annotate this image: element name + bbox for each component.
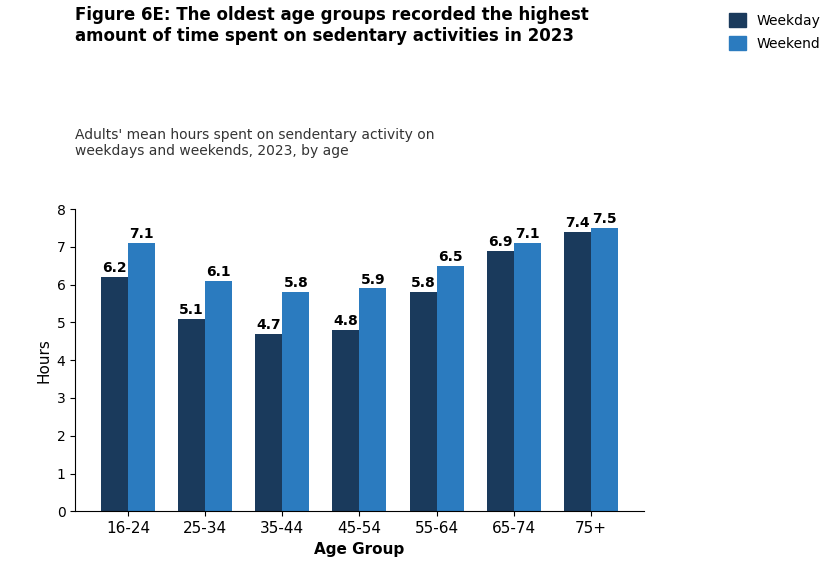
Y-axis label: Hours: Hours <box>36 338 51 383</box>
Bar <box>101 277 128 511</box>
Text: 6.1: 6.1 <box>206 265 231 279</box>
Text: 7.5: 7.5 <box>592 212 617 226</box>
Text: 5.9: 5.9 <box>360 272 385 286</box>
Text: 4.8: 4.8 <box>334 314 359 328</box>
Text: 7.1: 7.1 <box>515 227 539 241</box>
Text: 5.8: 5.8 <box>283 277 308 290</box>
Text: Figure 6E: The oldest age groups recorded the highest
amount of time spent on se: Figure 6E: The oldest age groups recorde… <box>75 6 589 45</box>
Bar <box>514 243 541 511</box>
Text: 6.9: 6.9 <box>488 235 512 249</box>
Bar <box>255 333 283 511</box>
Bar <box>591 228 618 511</box>
Text: 6.5: 6.5 <box>438 250 462 264</box>
Bar <box>283 292 309 511</box>
Text: 5.1: 5.1 <box>180 303 204 317</box>
Bar <box>178 318 205 511</box>
Text: 5.8: 5.8 <box>410 277 436 290</box>
Text: 7.1: 7.1 <box>130 227 154 241</box>
Bar <box>487 251 514 511</box>
Bar <box>436 266 464 511</box>
Legend: Weekday, Weekend: Weekday, Weekend <box>729 13 821 51</box>
X-axis label: Age Group: Age Group <box>314 541 405 557</box>
Bar <box>410 292 436 511</box>
Bar <box>333 330 359 511</box>
Text: 4.7: 4.7 <box>257 318 281 332</box>
Text: Adults' mean hours spent on sendentary activity on
weekdays and weekends, 2023, : Adults' mean hours spent on sendentary a… <box>75 128 435 158</box>
Bar <box>564 232 591 511</box>
Bar <box>128 243 155 511</box>
Bar <box>205 281 232 511</box>
Text: 6.2: 6.2 <box>102 261 127 275</box>
Bar <box>359 288 386 511</box>
Text: 7.4: 7.4 <box>565 216 589 230</box>
